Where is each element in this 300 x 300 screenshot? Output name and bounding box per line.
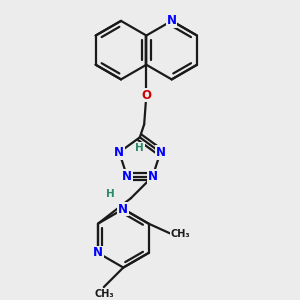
Text: O: O: [141, 88, 151, 102]
Text: N: N: [155, 146, 165, 159]
Text: H: H: [135, 143, 144, 153]
Text: N: N: [93, 246, 103, 260]
Text: N: N: [167, 14, 177, 27]
Text: N: N: [118, 202, 128, 215]
Text: N: N: [148, 170, 158, 183]
Text: N: N: [114, 146, 124, 159]
Text: CH₃: CH₃: [170, 230, 190, 239]
Text: N: N: [122, 170, 132, 183]
Text: H: H: [106, 189, 115, 199]
Text: CH₃: CH₃: [94, 289, 114, 298]
